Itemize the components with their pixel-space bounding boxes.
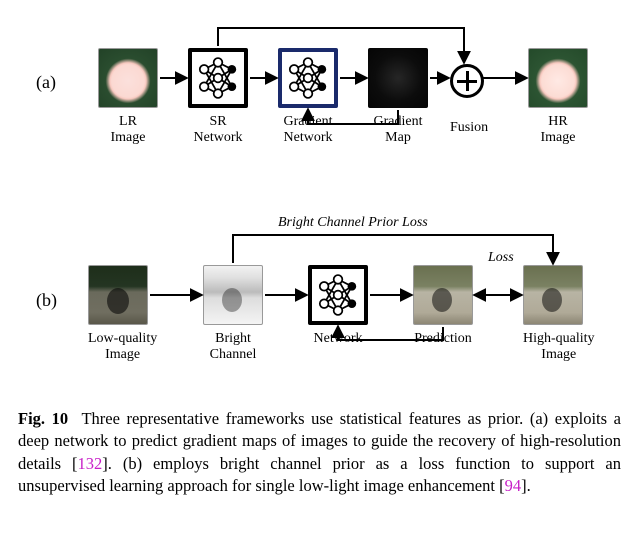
lr-image-label: LR Image [98, 114, 158, 146]
hr-image-label: HR Image [528, 114, 588, 146]
high-quality-label: High-quality Image [523, 331, 595, 363]
bright-channel-label: Bright Channel [203, 331, 263, 363]
network-b-node: Network [308, 265, 368, 347]
gradient-network-label: Gradient Network [278, 114, 338, 146]
hr-image-thumb [528, 48, 588, 108]
pipeline-diagram: (a) LR Image [18, 20, 618, 400]
caption-part-3: ]. [521, 476, 531, 495]
prediction-thumb [413, 265, 473, 325]
fusion-node: Fusion [450, 64, 488, 136]
nn-icon [192, 52, 244, 104]
low-quality-thumb [88, 265, 148, 325]
network-b-label: Network [308, 331, 368, 347]
high-quality-thumb [523, 265, 583, 325]
nn-icon [312, 269, 364, 321]
gradient-network-node: Gradient Network [278, 48, 338, 146]
lr-image-node: LR Image [98, 48, 158, 146]
high-quality-node: High-quality Image [523, 265, 595, 363]
prediction-label: Prediction [413, 331, 473, 347]
low-quality-node: Low-quality Image [88, 265, 157, 363]
low-quality-label: Low-quality Image [88, 331, 157, 363]
bcp-loss-label: Bright Channel Prior Loss [278, 215, 428, 231]
gradient-network-box [278, 48, 338, 108]
figure-number: Fig. 10 [18, 409, 68, 428]
gradient-map-node: Gradient Map [368, 48, 428, 146]
row-b-label: (b) [36, 290, 57, 311]
nn-icon [282, 52, 334, 104]
network-b-box [308, 265, 368, 325]
fusion-label: Fusion [450, 120, 488, 136]
citation-a[interactable]: 132 [78, 454, 103, 473]
fusion-icon [450, 64, 484, 98]
figure-caption: Fig. 10 Three representative frameworks … [18, 408, 621, 497]
gradient-map-thumb [368, 48, 428, 108]
hr-image-node: HR Image [528, 48, 588, 146]
row-a-label: (a) [36, 72, 56, 93]
lr-image-thumb [98, 48, 158, 108]
sr-network-box [188, 48, 248, 108]
bright-channel-thumb [203, 265, 263, 325]
bright-channel-node: Bright Channel [203, 265, 263, 363]
prediction-node: Prediction [413, 265, 473, 347]
citation-b[interactable]: 94 [505, 476, 522, 495]
loss-label: Loss [488, 250, 514, 266]
sr-network-node: SR Network [188, 48, 248, 146]
sr-network-label: SR Network [188, 114, 248, 146]
gradient-map-label: Gradient Map [368, 114, 428, 146]
